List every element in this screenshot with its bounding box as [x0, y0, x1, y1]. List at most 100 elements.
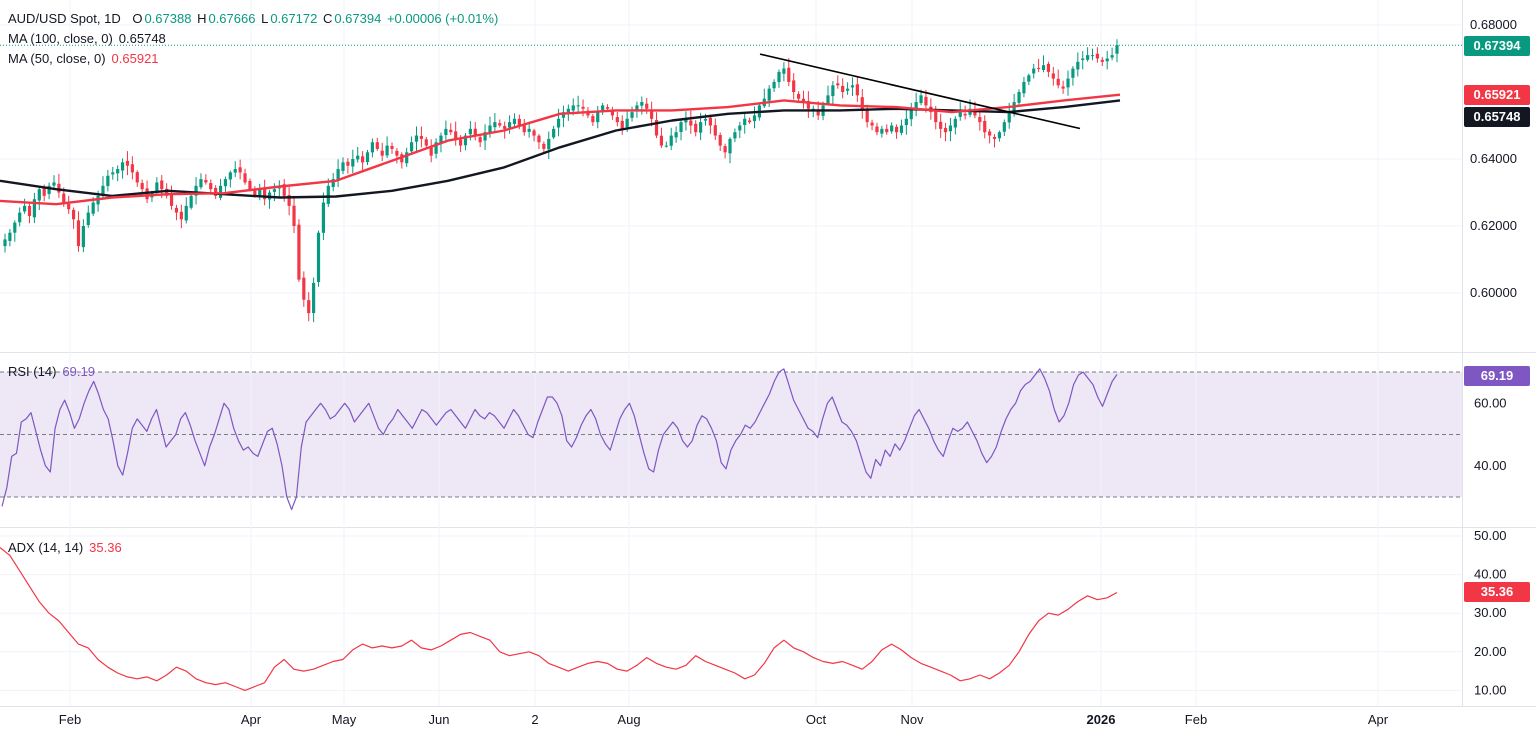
candle-body [547, 138, 551, 150]
candle-body [527, 128, 531, 132]
candle-body [297, 224, 301, 280]
x-tick-label: Aug [617, 712, 640, 727]
candle-body [596, 112, 600, 123]
candle-body [370, 142, 375, 153]
candle-body [1022, 81, 1026, 94]
candle-body [767, 88, 771, 101]
candle-body [939, 121, 943, 129]
candle-body [571, 105, 575, 111]
candle-body [409, 142, 414, 152]
candle-body [116, 169, 120, 174]
adx-legend[interactable]: ADX (14, 14) 35.36 [8, 540, 124, 555]
candle-body [3, 239, 7, 247]
price-badge: 0.67394 [1464, 36, 1530, 56]
candle-body [326, 185, 330, 204]
candle-body [934, 110, 938, 123]
candle-body [640, 102, 644, 106]
ma50-value: 0.65921 [111, 51, 159, 66]
candle-body [708, 117, 713, 126]
candle-body [18, 212, 22, 223]
candle-body [581, 106, 585, 109]
x-tick-label: 2 [531, 712, 538, 727]
candle-body [620, 120, 624, 129]
candle-body [1100, 59, 1104, 62]
candle-body [140, 183, 144, 190]
candle-body [454, 131, 458, 139]
ma100-legend[interactable]: MA (100, close, 0) 0.65748 [8, 31, 168, 46]
candle-body [1071, 68, 1075, 78]
candle-body [165, 188, 169, 196]
candle-body [312, 282, 316, 314]
candle-body [831, 85, 835, 97]
candle-body [214, 187, 218, 196]
candle-body [125, 160, 130, 166]
candle-body [375, 142, 379, 149]
candle-body [42, 187, 46, 196]
candle-body [738, 125, 742, 131]
candle-body [747, 120, 752, 123]
x-tick-label: May [332, 712, 357, 727]
candle-body [542, 143, 546, 149]
candle-body [483, 132, 487, 141]
candle-body [321, 202, 326, 233]
candle-body [174, 207, 179, 213]
rsi-tick-label: 40.00 [1474, 458, 1507, 473]
x-tick-label: 2026 [1087, 712, 1116, 727]
low-label: L [261, 11, 269, 26]
rsi-label: RSI (14) [8, 364, 57, 379]
candle-body [76, 220, 81, 247]
candle-body [679, 122, 683, 133]
candle-body [973, 109, 977, 116]
candle-body [463, 135, 468, 146]
candle-body [439, 135, 443, 143]
candle-body [561, 112, 566, 118]
candle-body [1066, 78, 1070, 88]
candle-body [365, 152, 370, 163]
candle-body [752, 115, 757, 122]
candle-body [424, 139, 428, 146]
candle-body [106, 175, 110, 187]
candle-body [223, 179, 228, 187]
candle-body [699, 122, 703, 133]
candle-body [914, 102, 918, 111]
candle-body [958, 112, 962, 117]
candle-body [478, 137, 482, 143]
rsi-legend[interactable]: RSI (14) 69.19 [8, 364, 97, 379]
candle-body [184, 205, 188, 221]
candle-body [179, 211, 183, 220]
candle-body [429, 147, 433, 156]
candle-body [135, 172, 139, 183]
candle-body [302, 277, 306, 300]
candle-body [189, 195, 193, 208]
candle-body [1110, 55, 1114, 58]
candle-body [101, 185, 105, 196]
candle-body [57, 183, 61, 193]
price-tick-label: 0.60000 [1470, 285, 1517, 300]
candle-body [155, 182, 159, 193]
ma50-label: MA (50, close, 0) [8, 51, 106, 66]
candle-body [992, 136, 997, 139]
ma50-legend[interactable]: MA (50, close, 0) 0.65921 [8, 51, 161, 66]
candle-body [796, 93, 801, 99]
candle-body [890, 125, 894, 132]
adx-label: ADX (14, 14) [8, 540, 84, 555]
candle-body [601, 105, 605, 111]
candle-body [684, 118, 688, 123]
candle-body [610, 109, 615, 116]
candle-body [674, 132, 678, 138]
candle-body [444, 128, 448, 136]
low-value: 0.67172 [270, 11, 318, 26]
candle-body [733, 132, 737, 139]
candle-body [218, 185, 223, 198]
adx-tick-label: 50.00 [1474, 528, 1507, 543]
candle-body [1027, 75, 1031, 82]
candle-body [860, 97, 864, 109]
candle-body [341, 162, 345, 171]
open-label: O [132, 11, 143, 26]
open-value: 0.67388 [144, 11, 192, 26]
rsi-tick-label: 60.00 [1474, 395, 1507, 410]
ma100-value: 0.65748 [118, 31, 166, 46]
candle-body [1037, 67, 1041, 69]
candle-body [899, 125, 904, 133]
candle-body [13, 222, 17, 233]
